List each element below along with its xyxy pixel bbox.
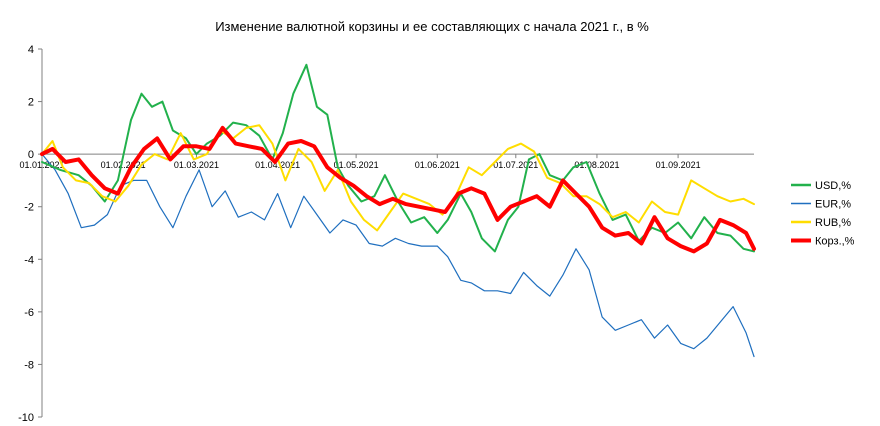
y-tick-label: -8: [24, 359, 34, 371]
series-lines: [40, 63, 756, 358]
legend-label: EUR,%: [815, 199, 851, 211]
y-axis: 4 2 0 -2 -4 -6 -8 -10: [18, 44, 43, 424]
y-tick-label: -4: [24, 254, 34, 266]
x-tick-label: 01.04.2021: [255, 160, 300, 170]
y-tick-label: 4: [28, 44, 34, 56]
x-tick-label: 01.01.2021: [19, 160, 64, 170]
legend: USD,% EUR,% RUB,% Корз.,%: [791, 180, 855, 248]
y-tick-label: 0: [28, 149, 34, 161]
x-tick-label: 01.09.2021: [656, 160, 701, 170]
chart-title: Изменение валютной корзины и ее составля…: [215, 19, 649, 34]
x-tick-label: 01.03.2021: [174, 160, 219, 170]
x-tick-label: 01.02.2021: [101, 160, 146, 170]
legend-label: Корз.,%: [815, 236, 855, 248]
x-tick-label: 01.05.2021: [334, 160, 379, 170]
x-tick-label: 01.08.2021: [574, 160, 619, 170]
y-tick-label: -6: [24, 307, 34, 319]
y-tick-label: 2: [28, 97, 34, 109]
legend-label: USD,%: [815, 180, 851, 192]
legend-label: RUB,%: [815, 217, 851, 229]
series-line-eur: [41, 153, 755, 358]
x-tick-label: 01.06.2021: [415, 160, 460, 170]
y-tick-label: -10: [18, 412, 34, 424]
series-line-rub: [41, 124, 755, 232]
series-line-basket: [40, 125, 756, 254]
x-tick-label: 01.07.2021: [493, 160, 538, 170]
y-tick-label: -2: [24, 202, 34, 214]
